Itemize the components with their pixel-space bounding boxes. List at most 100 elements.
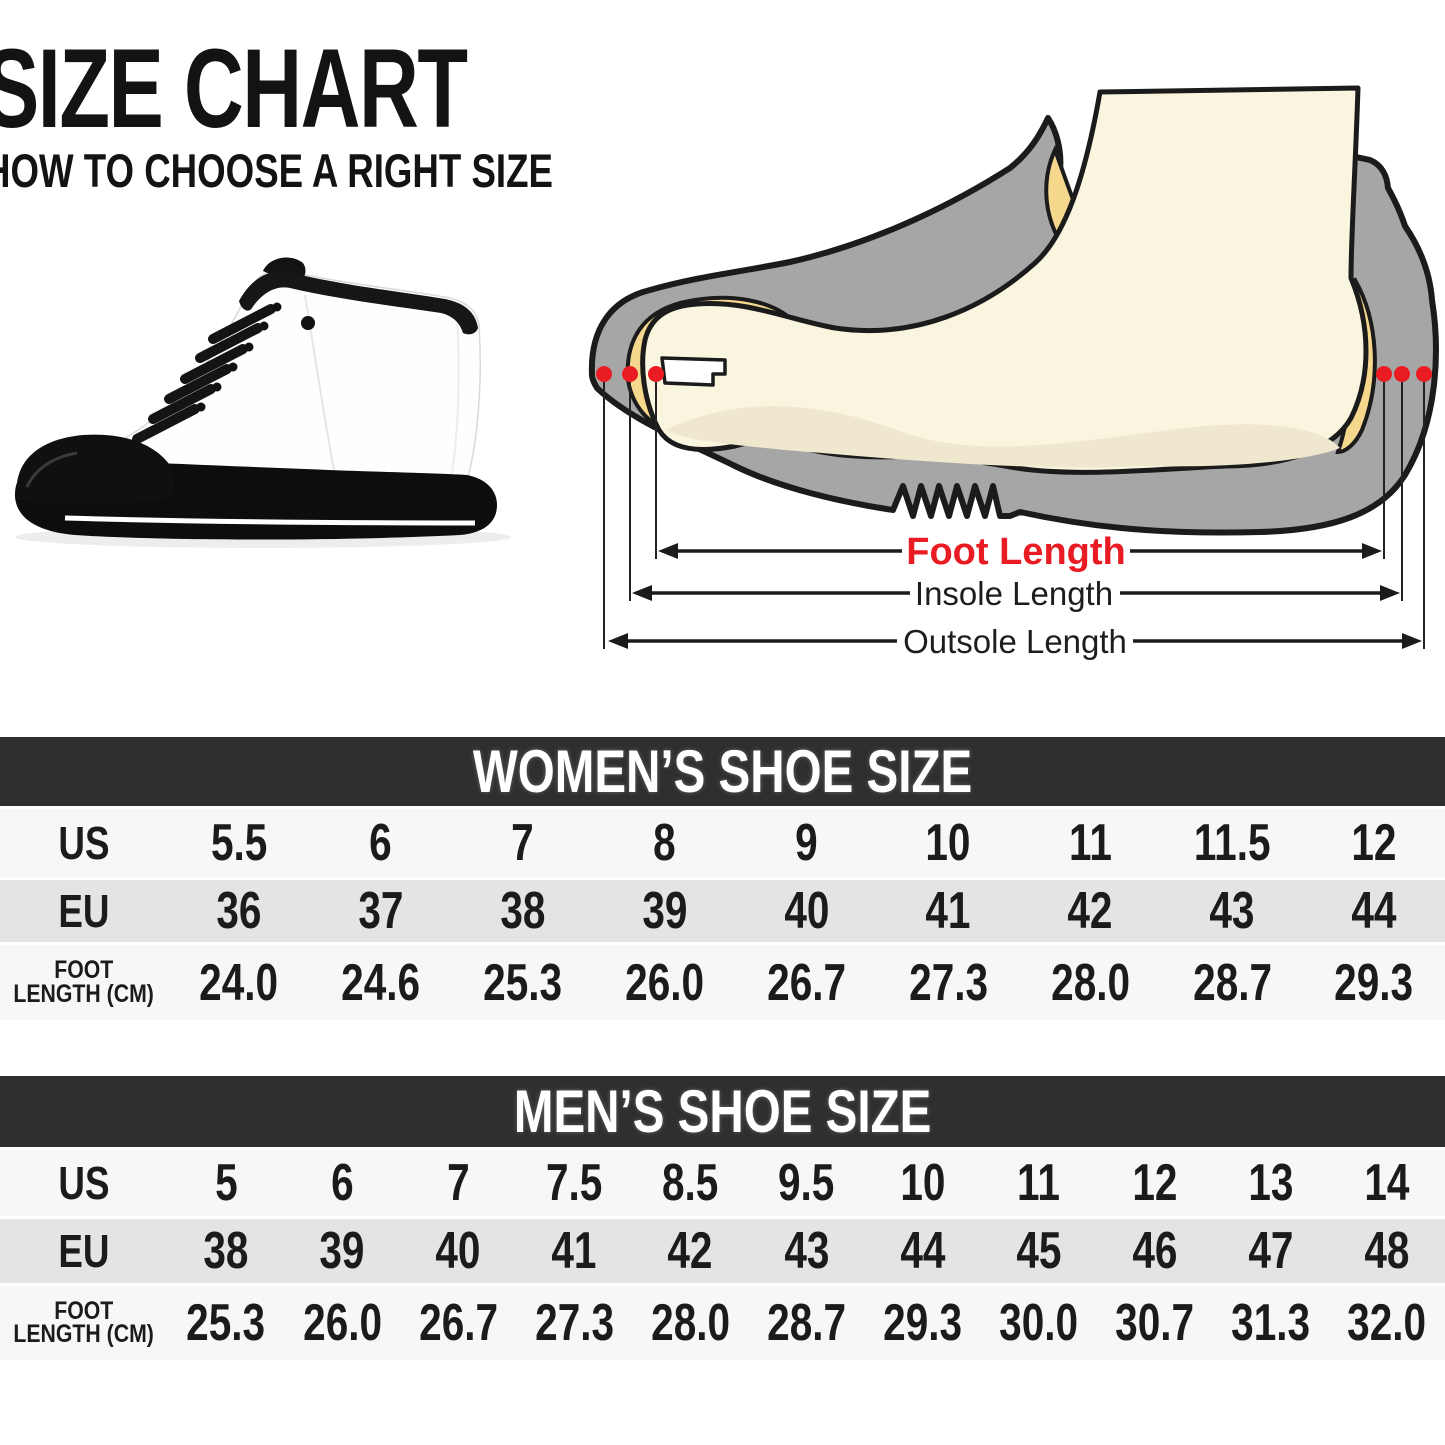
- table-row-us: US 5 6 7 7.5 8.5 9.5 10 11 12 13 14: [0, 1150, 1445, 1216]
- size-cell: 30.7: [1115, 1294, 1195, 1352]
- foot-length-label: Foot Length: [906, 531, 1125, 573]
- size-cell: 41: [551, 1222, 597, 1280]
- size-cell: 30.0: [999, 1294, 1079, 1352]
- table-row-foot-length: FOOT LENGTH (CM) 25.3 26.0 26.7 27.3 28.0 28.…: [0, 1286, 1445, 1360]
- outsole-length-dimension: Outsole Length: [608, 623, 1422, 660]
- size-cell: 37: [358, 882, 404, 940]
- size-cell: 43: [783, 1222, 830, 1280]
- row-label-text: EU: [58, 1225, 110, 1277]
- size-cell: 29.3: [1334, 953, 1414, 1012]
- size-cell: 43: [1209, 882, 1255, 940]
- row-label-text: US: [58, 817, 110, 869]
- mens-table-header: MEN’S SHOE SIZE: [0, 1076, 1445, 1147]
- size-cell: 10: [900, 1154, 946, 1212]
- size-cell: 45: [1016, 1222, 1062, 1280]
- table-row-eu: EU 36 37 38 39 40 41 42 43 44: [0, 880, 1445, 942]
- size-cell: 28.0: [1050, 953, 1130, 1012]
- size-cell: 26.0: [625, 953, 705, 1012]
- size-cell: 42: [667, 1222, 713, 1280]
- size-cell: 41: [925, 882, 971, 940]
- size-cell: 7: [446, 1154, 470, 1212]
- foot-shading: [665, 406, 1340, 468]
- row-label-text: LENGTH (CM): [13, 979, 155, 1008]
- size-cell: 7: [511, 814, 534, 872]
- size-cell: 42: [1067, 882, 1113, 940]
- insole-length-label: Insole Length: [915, 575, 1113, 612]
- row-label-foot-length: FOOT LENGTH (CM): [0, 1286, 168, 1360]
- insole-length-dimension: Insole Length: [632, 575, 1400, 612]
- size-cell: 9: [795, 814, 818, 872]
- size-cell: 11: [1068, 814, 1112, 872]
- page-title: SIZE CHART: [0, 26, 468, 151]
- size-cell: 13: [1248, 1154, 1294, 1212]
- row-values-foot-length: 25.3 26.0 26.7 27.3 28.0 28.7 29.3 30.0 30.7 31.3…: [168, 1286, 1445, 1360]
- size-cell: 40: [783, 882, 830, 940]
- row-label-eu: EU: [0, 880, 168, 942]
- size-cell: 5.5: [210, 814, 268, 872]
- mens-size-table: MEN’S SHOE SIZE US 5 6 7 7.5 8.5 9.5 10 11 12 13 1…: [0, 1076, 1445, 1360]
- laces: [132, 304, 276, 444]
- size-cell: 8: [653, 814, 676, 872]
- womens-size-table: WOMEN’S SHOE SIZE US 5.5 6 7 8 9 10 11 11.5 12 E…: [0, 737, 1445, 1020]
- sole-stripe: [64, 515, 476, 526]
- extension-lines: [603, 382, 1425, 649]
- size-cell: 10: [925, 814, 971, 872]
- size-cell: 25.3: [483, 953, 563, 1012]
- size-cell: 39: [642, 882, 688, 940]
- heel-seam: [450, 314, 460, 480]
- row-label-foot-length: FOOT LENGTH (CM): [0, 945, 168, 1020]
- size-cell: 36: [216, 882, 262, 940]
- table-row-eu: EU 38 39 40 41 42 43 44 45 46 47 48: [0, 1219, 1445, 1283]
- size-cell: 26.7: [418, 1294, 498, 1352]
- size-cell: 40: [435, 1222, 481, 1280]
- row-label-us: US: [0, 809, 168, 877]
- row-values-foot-length: 24.0 24.6 25.3 26.0 26.7 27.3 28.0 28.7 29.3: [168, 945, 1445, 1020]
- size-cell: 31.3: [1231, 1294, 1311, 1352]
- collar-trim: [239, 271, 478, 335]
- size-cell: 28.0: [650, 1294, 730, 1352]
- size-cell: 32.0: [1347, 1294, 1427, 1352]
- row-label-text: US: [58, 1157, 110, 1209]
- toe-cap-texture: [25, 451, 78, 488]
- row-values-eu: 36 37 38 39 40 41 42 43 44: [168, 880, 1445, 942]
- size-cell: 24.6: [341, 953, 421, 1012]
- toenail: [660, 356, 727, 387]
- row-label-us: US: [0, 1150, 168, 1216]
- size-cell: 12: [1351, 814, 1397, 872]
- size-cell: 46: [1132, 1222, 1178, 1280]
- lace-eyelets: [196, 302, 282, 412]
- red-marker-dots: [596, 366, 1432, 382]
- size-cell: 26.0: [302, 1294, 382, 1352]
- row-label-text: LENGTH (CM): [13, 1320, 155, 1348]
- size-cell: 29.3: [883, 1294, 963, 1352]
- size-cell: 7.5: [546, 1154, 603, 1212]
- size-cell: 38: [203, 1222, 249, 1280]
- outsole-length-label: Outsole Length: [903, 623, 1127, 660]
- size-cell: 38: [500, 882, 546, 940]
- womens-table-title: WOMEN’S SHOE SIZE: [472, 737, 973, 806]
- womens-table-header: WOMEN’S SHOE SIZE: [0, 737, 1445, 806]
- foot-length-dimension: Foot Length: [658, 531, 1382, 573]
- table-row-us: US 5.5 6 7 8 9 10 11 11.5 12: [0, 809, 1445, 877]
- row-values-eu: 38 39 40 41 42 43 44 45 46 47 48: [168, 1219, 1445, 1283]
- page-subtitle: HOW TO CHOOSE A RIGHT SIZE: [0, 144, 553, 197]
- row-values-us: 5 6 7 7.5 8.5 9.5 10 11 12 13 14: [168, 1150, 1445, 1216]
- size-cell: 47: [1248, 1222, 1294, 1280]
- size-cell: 11.5: [1193, 814, 1271, 872]
- size-cell: 6: [369, 814, 393, 872]
- size-cell: 48: [1364, 1222, 1410, 1280]
- foot-measurement-diagram: Foot Length Insole Length Outsole Length: [588, 85, 1439, 660]
- size-cell: 27.3: [908, 953, 988, 1012]
- row-label-text: FOOT: [54, 956, 114, 984]
- toe-cap: [16, 434, 175, 506]
- row-label-text: EU: [58, 885, 110, 937]
- size-cell: 28.7: [1192, 953, 1272, 1012]
- size-cell: 9.5: [778, 1154, 835, 1212]
- table-row-foot-length: FOOT LENGTH (CM) 24.0 24.6 25.3 26.0 26.7 27.…: [0, 945, 1445, 1020]
- size-cell: 44: [900, 1222, 946, 1280]
- row-label-text: FOOT: [54, 1296, 114, 1325]
- size-cell: 24.0: [199, 953, 279, 1012]
- size-cell: 11: [1017, 1154, 1061, 1212]
- size-cell: 12: [1132, 1154, 1178, 1212]
